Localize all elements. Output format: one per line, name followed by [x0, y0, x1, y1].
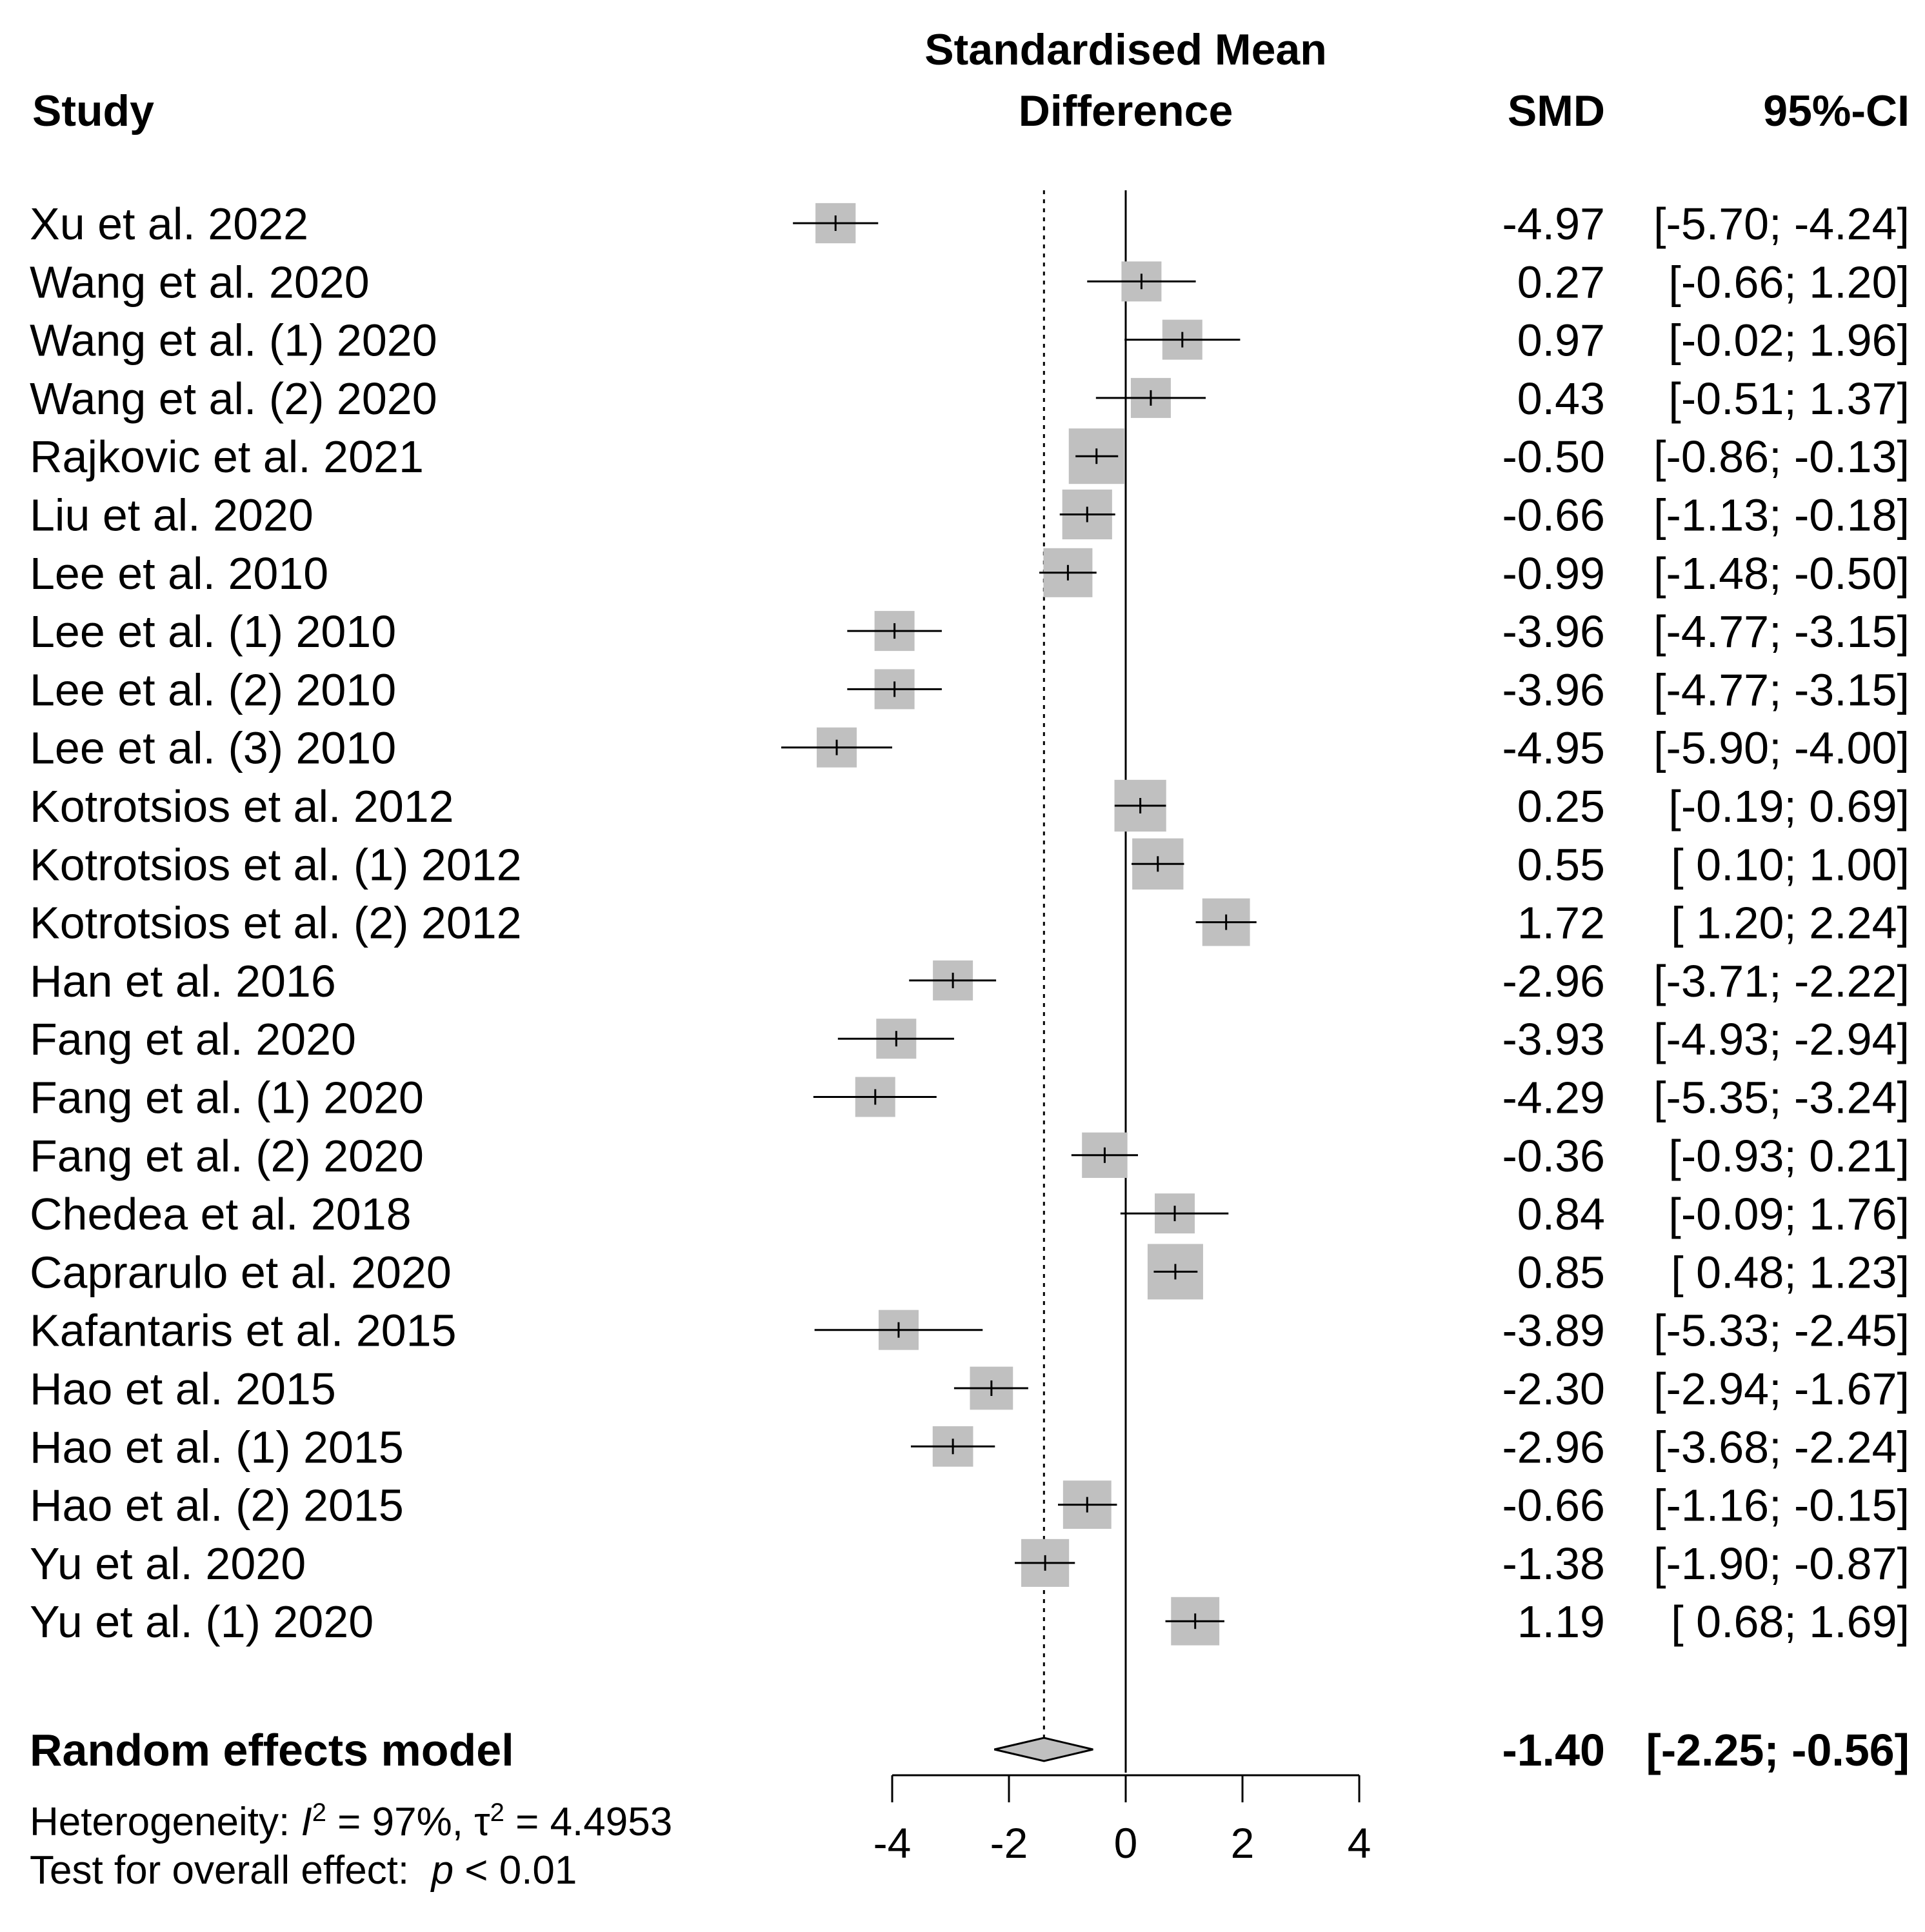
smd-value: -2.96: [1502, 956, 1605, 1006]
study-label: Kotrotsios et al. (1) 2012: [30, 839, 522, 890]
study-label: Lee et al. (1) 2010: [30, 606, 396, 657]
ci-value: [-0.02; 1.96]: [1668, 315, 1910, 366]
ci-value: [-4.77; -3.15]: [1653, 606, 1910, 657]
ci-value: [-5.70; -4.24]: [1653, 199, 1910, 249]
study-label: Yu et al. 2020: [30, 1539, 306, 1589]
study-label: Fang et al. (2) 2020: [30, 1131, 424, 1181]
footer-stats: Heterogeneity: I2 = 97%, τ2 = 4.4953 Tes…: [30, 1798, 672, 1893]
pooled-ci-value: [-2.25; -0.56]: [1646, 1725, 1910, 1775]
smd-value: 0.25: [1517, 781, 1605, 832]
ci-value: [-5.90; -4.00]: [1653, 723, 1910, 773]
study-label: Kotrotsios et al. 2012: [30, 781, 454, 832]
ci-value: [-1.48; -0.50]: [1653, 548, 1910, 599]
x-tick-label: 2: [1231, 1819, 1255, 1867]
ci-value: [-4.77; -3.15]: [1653, 664, 1910, 715]
study-label: Kafantaris et al. 2015: [30, 1306, 457, 1356]
study-label: Fang et al. 2020: [30, 1014, 356, 1064]
study-label: Kotrotsios et al. (2) 2012: [30, 898, 522, 948]
ci-value: [-0.86; -0.13]: [1653, 432, 1910, 482]
smd-value: 0.55: [1517, 839, 1605, 890]
ci-value: [-0.19; 0.69]: [1668, 781, 1910, 832]
smd-value: -3.96: [1502, 606, 1605, 657]
smd-value: -2.30: [1502, 1364, 1605, 1414]
ci-value: [ 0.10; 1.00]: [1671, 839, 1910, 890]
study-label: Han et al. 2016: [30, 956, 336, 1006]
study-label: Yu et al. (1) 2020: [30, 1597, 374, 1647]
x-tick-label: 0: [1114, 1819, 1138, 1867]
study-rows: Xu et al. 2022 -4.97 [-5.70; -4.24] Wang et…: [30, 199, 1910, 1647]
pooled-smd-value: -1.40: [1502, 1725, 1605, 1775]
header-ci: 95%-CI: [1763, 86, 1910, 135]
ci-value: [-1.90; -0.87]: [1653, 1539, 1910, 1589]
overall-effect-text: Test for overall effect: p < 0.01: [30, 1848, 577, 1893]
smd-value: -4.97: [1502, 199, 1605, 249]
study-label: Caprarulo et al. 2020: [30, 1247, 452, 1297]
study-label: Hao et al. (1) 2015: [30, 1422, 404, 1472]
smd-value: 0.84: [1517, 1189, 1605, 1239]
smd-value: -1.38: [1502, 1539, 1605, 1589]
x-tick-label: -4: [873, 1819, 912, 1867]
ci-value: [-2.94; -1.67]: [1653, 1364, 1910, 1414]
smd-value: -0.50: [1502, 432, 1605, 482]
study-label: Rajkovic et al. 2021: [30, 432, 424, 482]
smd-value: -4.95: [1502, 723, 1605, 773]
ci-value: [ 1.20; 2.24]: [1671, 898, 1910, 948]
ci-value: [-0.51; 1.37]: [1668, 373, 1910, 424]
study-label: Lee et al. 2010: [30, 548, 328, 599]
header-effect-line1: Standardised Mean: [924, 25, 1327, 74]
smd-value: -0.66: [1502, 490, 1605, 541]
smd-value: -3.93: [1502, 1014, 1605, 1064]
column-headers: Study Standardised Mean Difference SMD 9…: [32, 25, 1910, 135]
study-label: Hao et al. 2015: [30, 1364, 336, 1414]
ci-value: [-0.09; 1.76]: [1668, 1189, 1910, 1239]
smd-value: 0.43: [1517, 373, 1605, 424]
study-label: Wang et al. 2020: [30, 257, 370, 307]
smd-value: -0.66: [1502, 1480, 1605, 1531]
study-label: Wang et al. (2) 2020: [30, 373, 437, 424]
ci-value: [-5.33; -2.45]: [1653, 1306, 1910, 1356]
study-label: Fang et al. (1) 2020: [30, 1073, 424, 1123]
ci-value: [-0.93; 0.21]: [1668, 1131, 1910, 1181]
smd-value: 1.19: [1517, 1597, 1605, 1647]
ci-value: [-1.13; -0.18]: [1653, 490, 1910, 541]
x-tick-label: 4: [1348, 1819, 1371, 1867]
study-label: Lee et al. (2) 2010: [30, 664, 396, 715]
header-study: Study: [32, 86, 154, 135]
ci-value: [ 0.68; 1.69]: [1671, 1597, 1910, 1647]
plot-marks: [781, 190, 1257, 1773]
smd-value: -2.96: [1502, 1422, 1605, 1472]
x-tick-label: -2: [990, 1819, 1028, 1867]
study-label: Chedea et al. 2018: [30, 1189, 412, 1239]
ci-value: [-3.68; -2.24]: [1653, 1422, 1910, 1472]
study-label: Lee et al. (3) 2010: [30, 723, 396, 773]
smd-value: 0.85: [1517, 1247, 1605, 1297]
ci-value: [-5.35; -3.24]: [1653, 1073, 1910, 1123]
ci-value: [ 0.48; 1.23]: [1671, 1247, 1910, 1297]
header-smd: SMD: [1508, 86, 1605, 135]
study-label: Wang et al. (1) 2020: [30, 315, 437, 366]
smd-value: -0.36: [1502, 1131, 1605, 1181]
ci-value: [-0.66; 1.20]: [1668, 257, 1910, 307]
smd-value: 0.97: [1517, 315, 1605, 366]
pooled-row: Random effects model -1.40 [-2.25; -0.56]: [30, 1725, 1910, 1775]
header-effect-line2: Difference: [1019, 86, 1233, 135]
smd-value: -3.89: [1502, 1306, 1605, 1356]
pooled-diamond: [994, 1737, 1093, 1762]
study-label: Liu et al. 2020: [30, 490, 314, 541]
heterogeneity-text: Heterogeneity: I2 = 97%, τ2 = 4.4953: [30, 1798, 672, 1844]
smd-value: -4.29: [1502, 1073, 1605, 1123]
ci-value: [-3.71; -2.22]: [1653, 956, 1910, 1006]
smd-value: -0.99: [1502, 548, 1605, 599]
x-axis: -4 -2 0 2 4: [873, 1774, 1371, 1867]
study-label: Hao et al. (2) 2015: [30, 1480, 404, 1531]
smd-value: -3.96: [1502, 664, 1605, 715]
study-label: Xu et al. 2022: [30, 199, 308, 249]
smd-value: 0.27: [1517, 257, 1605, 307]
pooled-label: Random effects model: [30, 1725, 514, 1775]
ci-value: [-4.93; -2.94]: [1653, 1014, 1910, 1064]
ci-value: [-1.16; -0.15]: [1653, 1480, 1910, 1531]
smd-value: 1.72: [1517, 898, 1605, 948]
